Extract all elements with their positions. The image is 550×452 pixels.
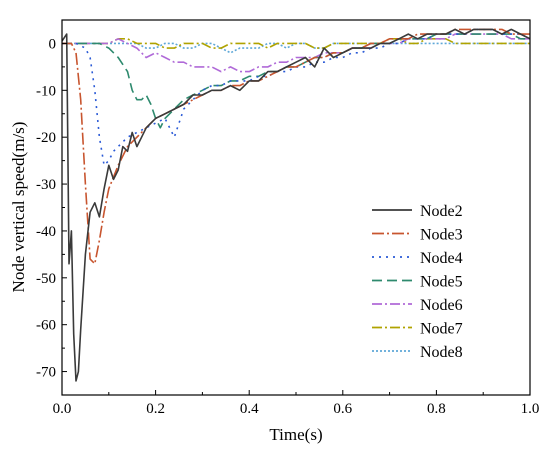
series-line-node8	[62, 42, 530, 54]
legend-label-node5: Node5	[420, 274, 463, 291]
y-tick-label: -60	[36, 318, 56, 334]
x-tick-label: 0.6	[333, 401, 352, 417]
x-axis-ticks: 0.0 0.2 0.4 0.6 0.8 1.0	[53, 390, 540, 417]
series-line-node2	[62, 28, 530, 382]
legend-label-node2: Node2	[420, 203, 463, 220]
x-axis-title: Time(s)	[269, 425, 322, 444]
y-axis-title: Node vertical speed(m/s)	[9, 122, 28, 293]
y-tick-label: -40	[36, 224, 56, 240]
legend-label-node3: Node3	[420, 227, 463, 244]
legend: Node2 Node3 Node4 Node5 Node6 Node7 Node8	[372, 203, 463, 361]
series-line-node7	[62, 37, 530, 49]
x-tick-label: 1.0	[521, 401, 540, 417]
series-layer	[62, 28, 530, 382]
legend-label-node4: Node4	[420, 250, 463, 267]
y-tick-label: -10	[36, 83, 56, 99]
legend-label-node7: Node7	[420, 321, 463, 338]
y-tick-label: -20	[36, 130, 56, 146]
legend-label-node6: Node6	[420, 297, 463, 314]
y-tick-label: 0	[49, 36, 57, 52]
x-tick-label: 0.8	[427, 401, 446, 417]
x-tick-label: 0.4	[240, 401, 259, 417]
y-tick-label: -30	[36, 177, 56, 193]
legend-label-node8: Node8	[420, 344, 463, 361]
y-tick-label: -70	[36, 365, 56, 381]
series-line-node6	[62, 33, 530, 73]
x-tick-label: 0.0	[53, 401, 72, 417]
series-line-node4	[62, 28, 530, 167]
y-axis-ticks: 0 -10 -20 -30 -40 -50 -60 -70	[36, 36, 67, 381]
x-tick-label: 0.2	[146, 401, 165, 417]
series-line-node5	[62, 33, 530, 129]
y-tick-label: -50	[36, 271, 56, 287]
